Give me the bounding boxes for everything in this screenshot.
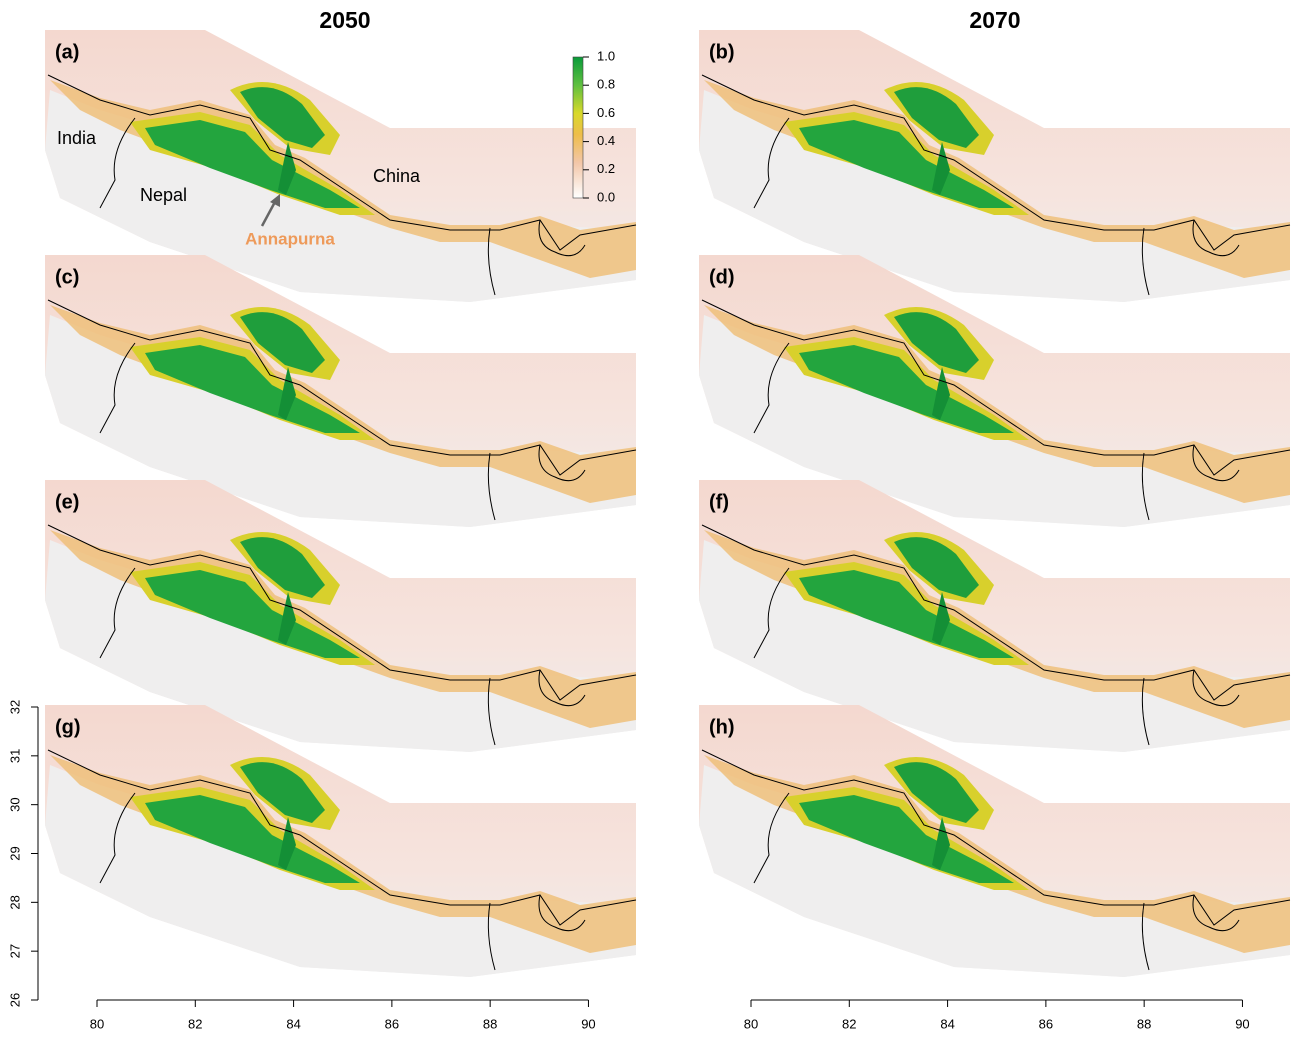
place-label: China xyxy=(373,166,421,186)
x-tick-label: 86 xyxy=(1039,1016,1053,1031)
map-panel: (b) xyxy=(698,29,1291,303)
place-label: India xyxy=(57,128,97,148)
map-panel: (a) xyxy=(44,29,637,303)
colorbar-label: 0.6 xyxy=(597,105,615,120)
colorbar-label: 0.2 xyxy=(597,161,615,176)
map-panel: (h) xyxy=(698,704,1291,978)
y-tick-label: 27 xyxy=(7,944,22,958)
y-tick-label: 28 xyxy=(7,895,22,909)
x-tick-label: 82 xyxy=(842,1016,856,1031)
colorbar-label: 0.8 xyxy=(597,77,615,92)
map-panel: (e) xyxy=(44,479,637,753)
panel-label: (e) xyxy=(55,491,79,513)
panel-label: (b) xyxy=(709,41,735,63)
map-panel: (c) xyxy=(44,254,637,528)
x-tick-label: 80 xyxy=(744,1016,758,1031)
colorbar-label: 0.4 xyxy=(597,133,615,148)
panel-label: (h) xyxy=(709,716,735,738)
colorbar-label: 0.0 xyxy=(597,189,615,204)
panel-label: (f) xyxy=(709,491,729,513)
map xyxy=(698,704,1291,978)
column-title: 2070 xyxy=(969,7,1020,33)
place-label: Nepal xyxy=(140,185,187,205)
arrow xyxy=(260,199,278,227)
y-tick-label: 31 xyxy=(7,749,22,763)
x-tick-label: 90 xyxy=(581,1016,595,1031)
map xyxy=(44,704,637,978)
map-panel: (g) xyxy=(44,704,637,978)
panel-label: (a) xyxy=(55,41,79,63)
x-tick-label: 90 xyxy=(1235,1016,1249,1031)
panel-label: (c) xyxy=(55,266,79,288)
arrow-head xyxy=(270,194,280,207)
x-tick-label: 84 xyxy=(940,1016,954,1031)
column-title: 2050 xyxy=(319,7,370,33)
x-tick-label: 80 xyxy=(90,1016,104,1031)
x-tick-label: 84 xyxy=(286,1016,300,1031)
x-tick-label: 88 xyxy=(483,1016,497,1031)
x-tick-label: 88 xyxy=(1137,1016,1151,1031)
y-tick-label: 30 xyxy=(7,797,22,811)
panel-label: (g) xyxy=(55,716,81,738)
y-tick-label: 26 xyxy=(7,993,22,1007)
panel-label: (d) xyxy=(709,266,735,288)
y-tick-label: 29 xyxy=(7,846,22,860)
colorbar-label: 1.0 xyxy=(597,48,615,63)
x-tick-label: 86 xyxy=(385,1016,399,1031)
y-tick-label: 32 xyxy=(7,700,22,714)
map-panel: (d) xyxy=(698,254,1291,528)
colorbar xyxy=(572,56,584,199)
x-tick-label: 82 xyxy=(188,1016,202,1031)
place-label: Annapurna xyxy=(245,229,335,248)
map-panels: (a) (b) (c) (d) (e) (f) (g) (h) xyxy=(44,29,1291,978)
map-panel: (f) xyxy=(698,479,1291,753)
